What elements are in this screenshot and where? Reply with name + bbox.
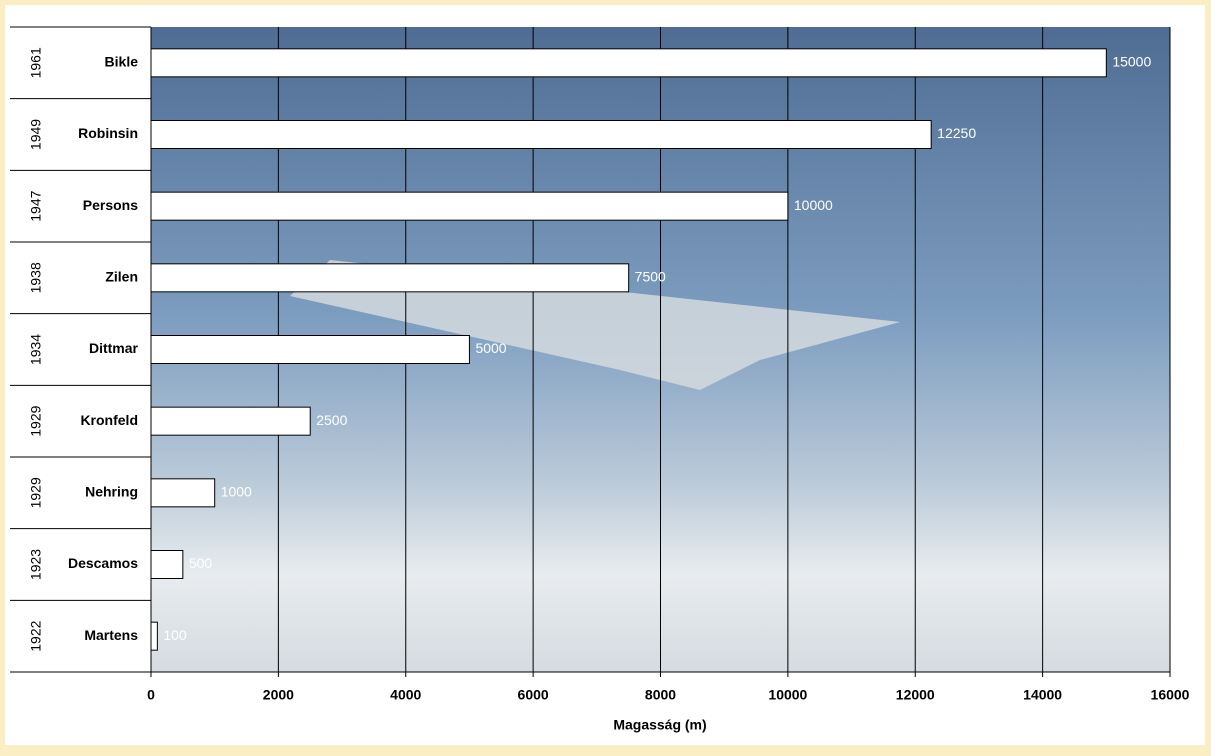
x-tick-label: 12000 xyxy=(896,687,935,703)
group-label: 1929 xyxy=(28,477,44,508)
y-tick-label: Descamos xyxy=(68,555,138,571)
group-label: 1922 xyxy=(28,620,44,651)
y-tick-label: Robinsin xyxy=(78,125,138,141)
bar xyxy=(150,621,158,651)
group-label: 1947 xyxy=(28,190,44,221)
x-tick-label: 10000 xyxy=(768,687,807,703)
x-tick-label: 2000 xyxy=(263,687,294,703)
y-tick-label: Martens xyxy=(84,627,138,643)
data-label: 12250 xyxy=(937,125,976,141)
bar xyxy=(150,263,630,293)
group-label: 1949 xyxy=(28,119,44,150)
data-label: 1000 xyxy=(221,484,252,500)
group-label: 1923 xyxy=(28,549,44,580)
y-tick-label: Nehring xyxy=(85,484,138,500)
bar xyxy=(150,191,789,221)
bar xyxy=(150,406,311,436)
glider-photo xyxy=(290,260,900,390)
data-label: 15000 xyxy=(1112,54,1151,70)
data-label: 500 xyxy=(189,555,213,571)
x-tick-label: 6000 xyxy=(518,687,549,703)
x-tick-label: 4000 xyxy=(390,687,421,703)
group-label: 1938 xyxy=(28,262,44,293)
bar xyxy=(150,335,470,364)
group-label: 1961 xyxy=(28,47,44,78)
bar xyxy=(150,48,1107,78)
x-tick-label: 14000 xyxy=(1023,687,1062,703)
y-tick-label: Bikle xyxy=(105,54,139,70)
x-axis-label: Magasság (m) xyxy=(613,717,706,733)
data-label: 100 xyxy=(163,627,187,643)
x-tick-label: 0 xyxy=(147,687,155,703)
data-label: 2500 xyxy=(316,412,347,428)
y-tick-label: Dittmar xyxy=(89,340,139,356)
data-label: 10000 xyxy=(794,197,833,213)
bar xyxy=(150,478,216,508)
x-tick-label: 8000 xyxy=(645,687,676,703)
y-tick-label: Kronfeld xyxy=(80,412,138,428)
y-tick-label: Persons xyxy=(83,197,138,213)
y-tick-label: Zilen xyxy=(105,269,138,285)
data-label: 7500 xyxy=(635,269,666,285)
bar xyxy=(150,120,932,149)
data-label: 5000 xyxy=(475,340,506,356)
group-label: 1934 xyxy=(28,334,44,365)
group-label: 1929 xyxy=(28,405,44,436)
bar xyxy=(150,550,184,579)
x-tick-label: 16000 xyxy=(1151,687,1190,703)
